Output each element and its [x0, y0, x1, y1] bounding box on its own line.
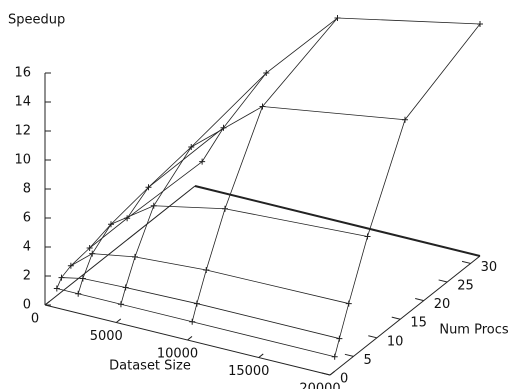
z-tick-label: 10 — [14, 153, 31, 168]
y-tick — [391, 316, 401, 320]
point — [336, 335, 343, 342]
y-tick-label: 15 — [410, 316, 427, 331]
surface-line — [126, 106, 406, 219]
y-tick — [344, 353, 354, 357]
y-tick — [438, 279, 448, 283]
point — [259, 103, 266, 110]
point — [79, 275, 86, 282]
z-tick-label: 8 — [23, 182, 31, 197]
point — [402, 116, 408, 123]
y-tick — [415, 298, 424, 302]
y-axis — [329, 255, 481, 376]
point — [199, 158, 206, 165]
x-tick — [187, 336, 193, 341]
x-tick — [44, 301, 50, 306]
point — [189, 318, 196, 325]
point — [132, 253, 138, 260]
y-tick-label: 10 — [387, 334, 404, 349]
surface-line — [191, 17, 338, 322]
y-tick-label: 25 — [457, 279, 474, 294]
y-tick — [461, 260, 471, 264]
x-tick-label: 10000 — [157, 347, 198, 362]
point — [222, 205, 228, 212]
z-axis-title: Speedup — [8, 13, 65, 28]
y-tick — [368, 335, 377, 339]
y-axis-title: Num Procs — [439, 323, 509, 338]
x-tick-label: 15000 — [228, 364, 269, 379]
z-tick-label: 12 — [14, 124, 31, 139]
z-tick-label: 2 — [23, 269, 31, 284]
point — [58, 274, 65, 281]
point — [89, 250, 96, 257]
x-tick — [115, 318, 122, 323]
y-tick-label: 5 — [363, 353, 371, 368]
z-tick-label: 16 — [14, 66, 31, 81]
y-tick-label: 30 — [481, 260, 498, 275]
point — [53, 285, 60, 292]
floor-edge — [44, 185, 196, 306]
x-tick-label: 20000 — [299, 382, 340, 389]
point — [334, 15, 341, 21]
point — [203, 267, 210, 274]
x-tick-label: 5000 — [90, 329, 123, 344]
point — [117, 301, 124, 308]
y-tick — [321, 372, 331, 376]
y-tick-label: 20 — [434, 297, 451, 312]
x-tick — [329, 371, 335, 376]
z-tick-label: 14 — [14, 95, 31, 110]
x-tick-label: 0 — [31, 312, 39, 327]
point — [75, 290, 82, 297]
z-tick-label: 4 — [23, 240, 31, 255]
point — [108, 221, 114, 228]
z-tick-label: 0 — [23, 298, 31, 313]
z-tick-label: 6 — [23, 211, 31, 226]
surface-line — [70, 253, 349, 304]
point — [364, 233, 371, 240]
x-tick — [258, 353, 264, 358]
point — [345, 300, 352, 307]
point — [124, 215, 131, 222]
point — [263, 70, 270, 76]
y-tick-label: 0 — [340, 372, 348, 387]
point — [220, 124, 227, 131]
point — [193, 300, 200, 307]
floor-edge — [194, 185, 481, 257]
point — [331, 353, 338, 360]
surface-line — [201, 17, 481, 162]
point — [188, 144, 195, 150]
surface-line — [56, 161, 203, 289]
point — [145, 184, 152, 191]
point — [67, 262, 74, 269]
point — [122, 284, 129, 291]
surface-line — [334, 23, 481, 357]
surface-line — [77, 127, 224, 294]
point — [86, 245, 93, 251]
surface-line — [120, 72, 267, 305]
point — [150, 202, 157, 209]
x-axis-title: Dataset Size — [109, 359, 191, 374]
point — [477, 21, 483, 27]
